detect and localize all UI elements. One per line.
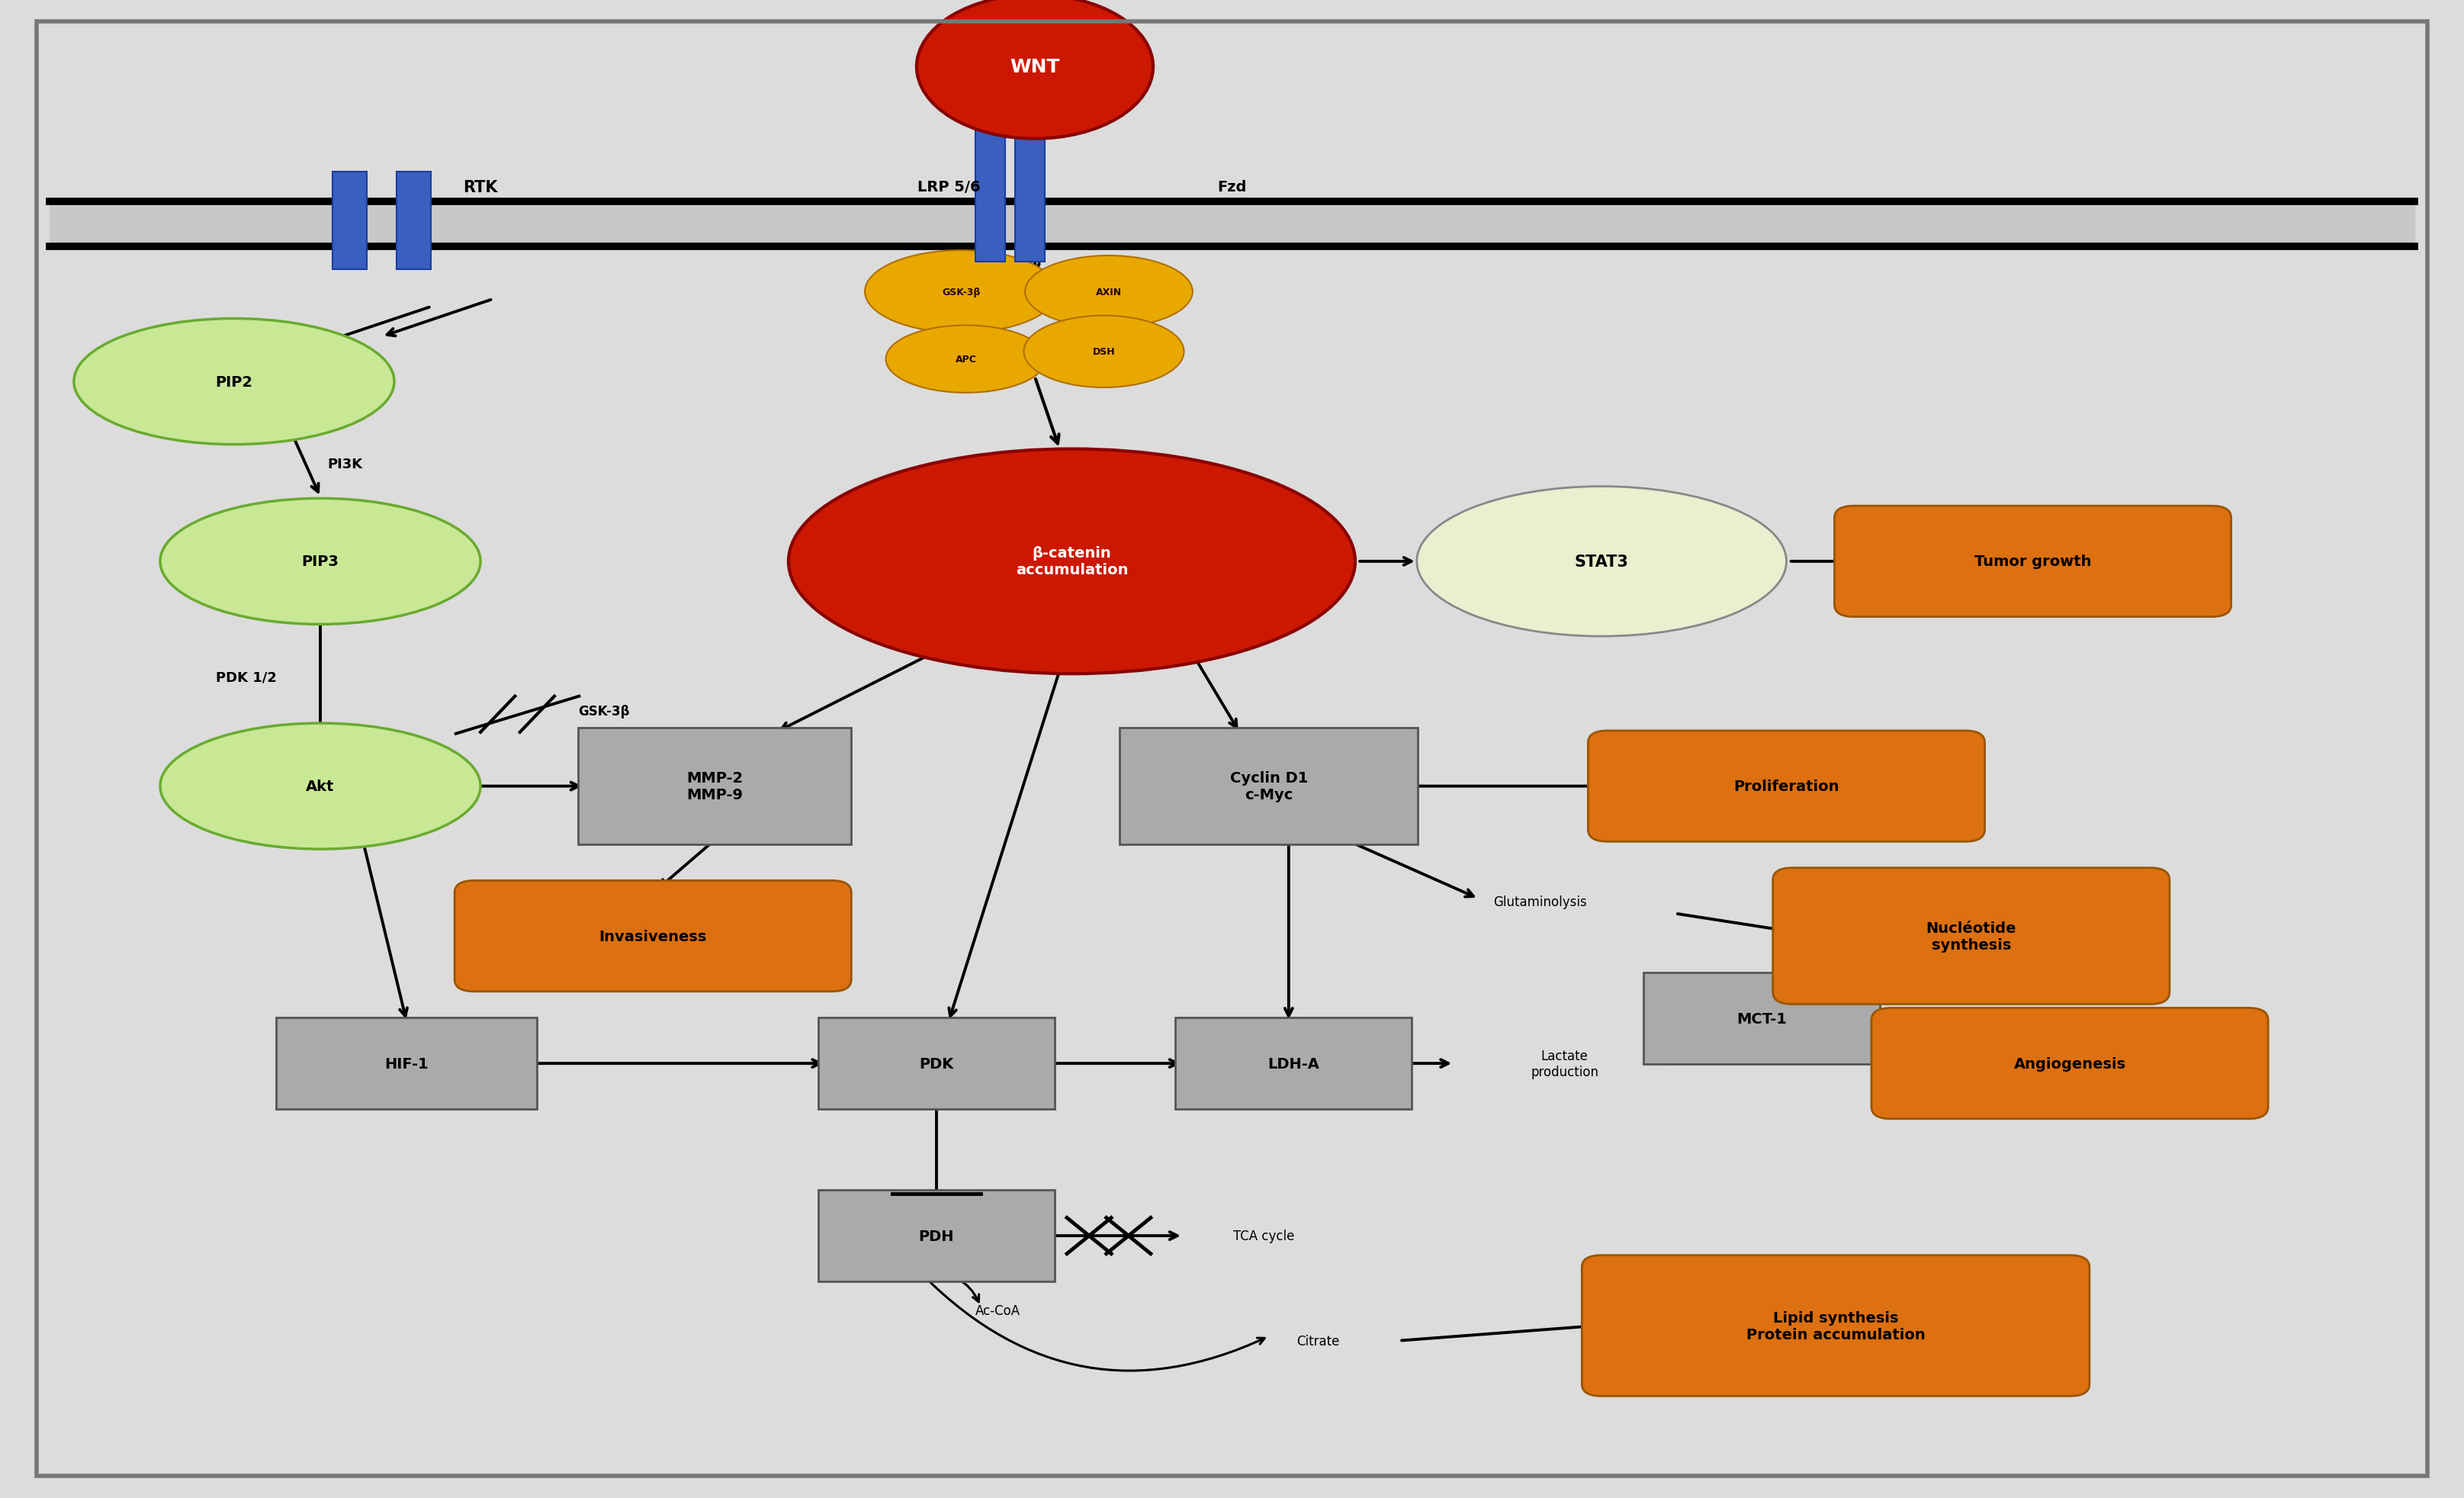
Ellipse shape	[160, 724, 480, 849]
Text: DSH: DSH	[1092, 348, 1116, 357]
Text: APC: APC	[956, 355, 976, 364]
Ellipse shape	[1025, 316, 1183, 388]
Text: Fzd: Fzd	[1217, 180, 1247, 195]
Text: Glutaminolysis: Glutaminolysis	[1493, 894, 1587, 909]
FancyBboxPatch shape	[1833, 506, 2230, 617]
Text: STAT3: STAT3	[1574, 554, 1629, 569]
Text: β-catenin
accumulation: β-catenin accumulation	[1015, 547, 1129, 577]
Text: PDK: PDK	[919, 1056, 954, 1071]
Ellipse shape	[74, 319, 394, 445]
Bar	[49, 202, 2415, 247]
Text: Angiogenesis: Angiogenesis	[2013, 1056, 2126, 1071]
Text: Invasiveness: Invasiveness	[599, 929, 707, 944]
Text: MMP-2
MMP-9: MMP-2 MMP-9	[687, 771, 742, 801]
Text: WNT: WNT	[1010, 58, 1060, 76]
FancyBboxPatch shape	[1873, 1008, 2267, 1119]
Bar	[397, 172, 431, 270]
Ellipse shape	[865, 250, 1057, 333]
Text: LRP 5/6: LRP 5/6	[917, 180, 981, 195]
Text: Citrate: Citrate	[1296, 1333, 1340, 1348]
Text: GSK-3β: GSK-3β	[579, 704, 628, 719]
Text: PI3K: PI3K	[328, 457, 362, 472]
Text: Proliferation: Proliferation	[1735, 779, 1838, 794]
Text: PIP2: PIP2	[214, 374, 254, 389]
Ellipse shape	[788, 449, 1355, 674]
Ellipse shape	[1417, 487, 1786, 637]
Text: PIP3: PIP3	[301, 554, 340, 569]
Text: GSK-3β: GSK-3β	[941, 288, 981, 297]
Ellipse shape	[1025, 256, 1193, 328]
Text: Nucléotide
synthesis: Nucléotide synthesis	[1927, 921, 2016, 951]
Text: TCA cycle: TCA cycle	[1234, 1228, 1294, 1243]
Text: Tumor growth: Tumor growth	[1974, 554, 2092, 569]
Text: Lipid synthesis
Protein accumulation: Lipid synthesis Protein accumulation	[1747, 1311, 1924, 1341]
Bar	[1015, 97, 1045, 262]
FancyBboxPatch shape	[577, 728, 850, 845]
FancyBboxPatch shape	[276, 1019, 537, 1109]
FancyBboxPatch shape	[1121, 728, 1419, 845]
Text: PDK 1/2: PDK 1/2	[217, 670, 276, 685]
FancyBboxPatch shape	[1582, 1255, 2089, 1396]
Text: Cyclin D1
c-Myc: Cyclin D1 c-Myc	[1230, 771, 1308, 801]
FancyBboxPatch shape	[818, 1189, 1055, 1282]
Text: Lactate
production: Lactate production	[1530, 1049, 1599, 1079]
Text: PDH: PDH	[919, 1228, 954, 1243]
Ellipse shape	[887, 327, 1045, 394]
FancyBboxPatch shape	[818, 1019, 1055, 1109]
FancyBboxPatch shape	[1587, 731, 1986, 842]
Text: LDH-A: LDH-A	[1266, 1056, 1321, 1071]
Text: HIF-1: HIF-1	[384, 1056, 429, 1071]
Bar	[333, 172, 367, 270]
Text: MCT-1: MCT-1	[1737, 1011, 1786, 1026]
FancyBboxPatch shape	[1175, 1019, 1412, 1109]
FancyBboxPatch shape	[1774, 869, 2171, 1004]
FancyBboxPatch shape	[1643, 974, 1880, 1064]
Circle shape	[917, 0, 1153, 139]
Ellipse shape	[160, 499, 480, 625]
Text: RTK: RTK	[463, 180, 498, 195]
Text: AXIN: AXIN	[1096, 288, 1121, 297]
Bar	[976, 97, 1005, 262]
FancyBboxPatch shape	[453, 881, 850, 992]
Text: Ac-CoA: Ac-CoA	[976, 1303, 1020, 1318]
Text: Akt: Akt	[306, 779, 335, 794]
